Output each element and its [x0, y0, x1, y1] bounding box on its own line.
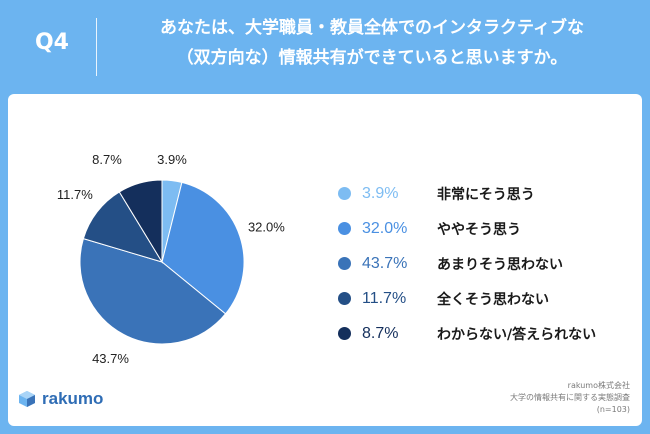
question-number: Q4 — [34, 30, 69, 55]
legend-value: 11.7% — [362, 289, 407, 307]
source-survey: 大学の情報共有に関する実態調査 — [510, 393, 630, 402]
pie-slice-label-4: 11.7% — [57, 187, 93, 202]
legend-label: 非常にそう思う — [437, 186, 535, 203]
pie-slice-5 — [118, 179, 163, 264]
cube-logo-icon — [19, 391, 35, 407]
legend-value: 8.7% — [362, 324, 399, 342]
pie-slice-2 — [161, 181, 245, 315]
legend-swatch — [338, 292, 351, 305]
chart-legend: 3.9% 非常にそう思う 32.0% ややそう思う 43.7% あまりそう思わない 11.7… — [338, 176, 638, 351]
legend-swatch — [338, 327, 351, 340]
pie-slice-3 — [79, 238, 227, 345]
pie-slice-label-3: 43.7% — [92, 351, 129, 366]
pie-slice-label-2: 32.0% — [248, 219, 285, 234]
header-banner: Q4 あなたは、大学職員・教員全体でのインタラクティブな （双方向な）情報共有が… — [0, 0, 650, 92]
legend-swatch — [338, 257, 351, 270]
legend-label: ややそう思う — [437, 221, 521, 238]
rakumo-logo: rakumo — [18, 389, 103, 409]
pie-slice-label-5: 8.7% — [92, 152, 122, 167]
legend-item-5: 8.7% わからない/答えられない — [338, 316, 638, 351]
pie-slice-label-1: 3.9% — [157, 152, 187, 167]
chart-card: 3.9% 32.0% 43.7% 11.7% 8.7% 3.9% 非常にそう思う 32.0%… — [8, 94, 642, 426]
question-line-2: （双方向な）情報共有ができていると思いますか。 — [176, 48, 568, 68]
legend-value: 3.9% — [362, 184, 399, 202]
source-company: rakumo株式会社 — [567, 381, 630, 390]
legend-swatch — [338, 222, 351, 235]
source-note: rakumo株式会社 大学の情報共有に関する実態調査 (n=103) — [510, 380, 630, 416]
logo-text: rakumo — [42, 389, 104, 408]
legend-swatch — [338, 187, 351, 200]
legend-item-2: 32.0% ややそう思う — [338, 211, 638, 246]
question-line-1: あなたは、大学職員・教員全体でのインタラクティブな — [160, 18, 584, 38]
legend-value: 43.7% — [362, 254, 408, 272]
source-sample-size: (n=103) — [596, 405, 630, 414]
question-text: あなたは、大学職員・教員全体でのインタラクティブな （双方向な）情報共有ができて… — [112, 13, 632, 73]
legend-label: わからない/答えられない — [437, 326, 597, 343]
legend-item-1: 3.9% 非常にそう思う — [338, 176, 638, 211]
legend-item-3: 43.7% あまりそう思わない — [338, 246, 638, 281]
legend-label: あまりそう思わない — [437, 256, 563, 273]
legend-label: 全くそう思わない — [437, 291, 549, 308]
header-divider — [96, 18, 97, 76]
legend-value: 32.0% — [362, 219, 408, 237]
legend-item-4: 11.7% 全くそう思わない — [338, 281, 638, 316]
pie-chart: 3.9% 32.0% 43.7% 11.7% 8.7% — [57, 152, 285, 366]
